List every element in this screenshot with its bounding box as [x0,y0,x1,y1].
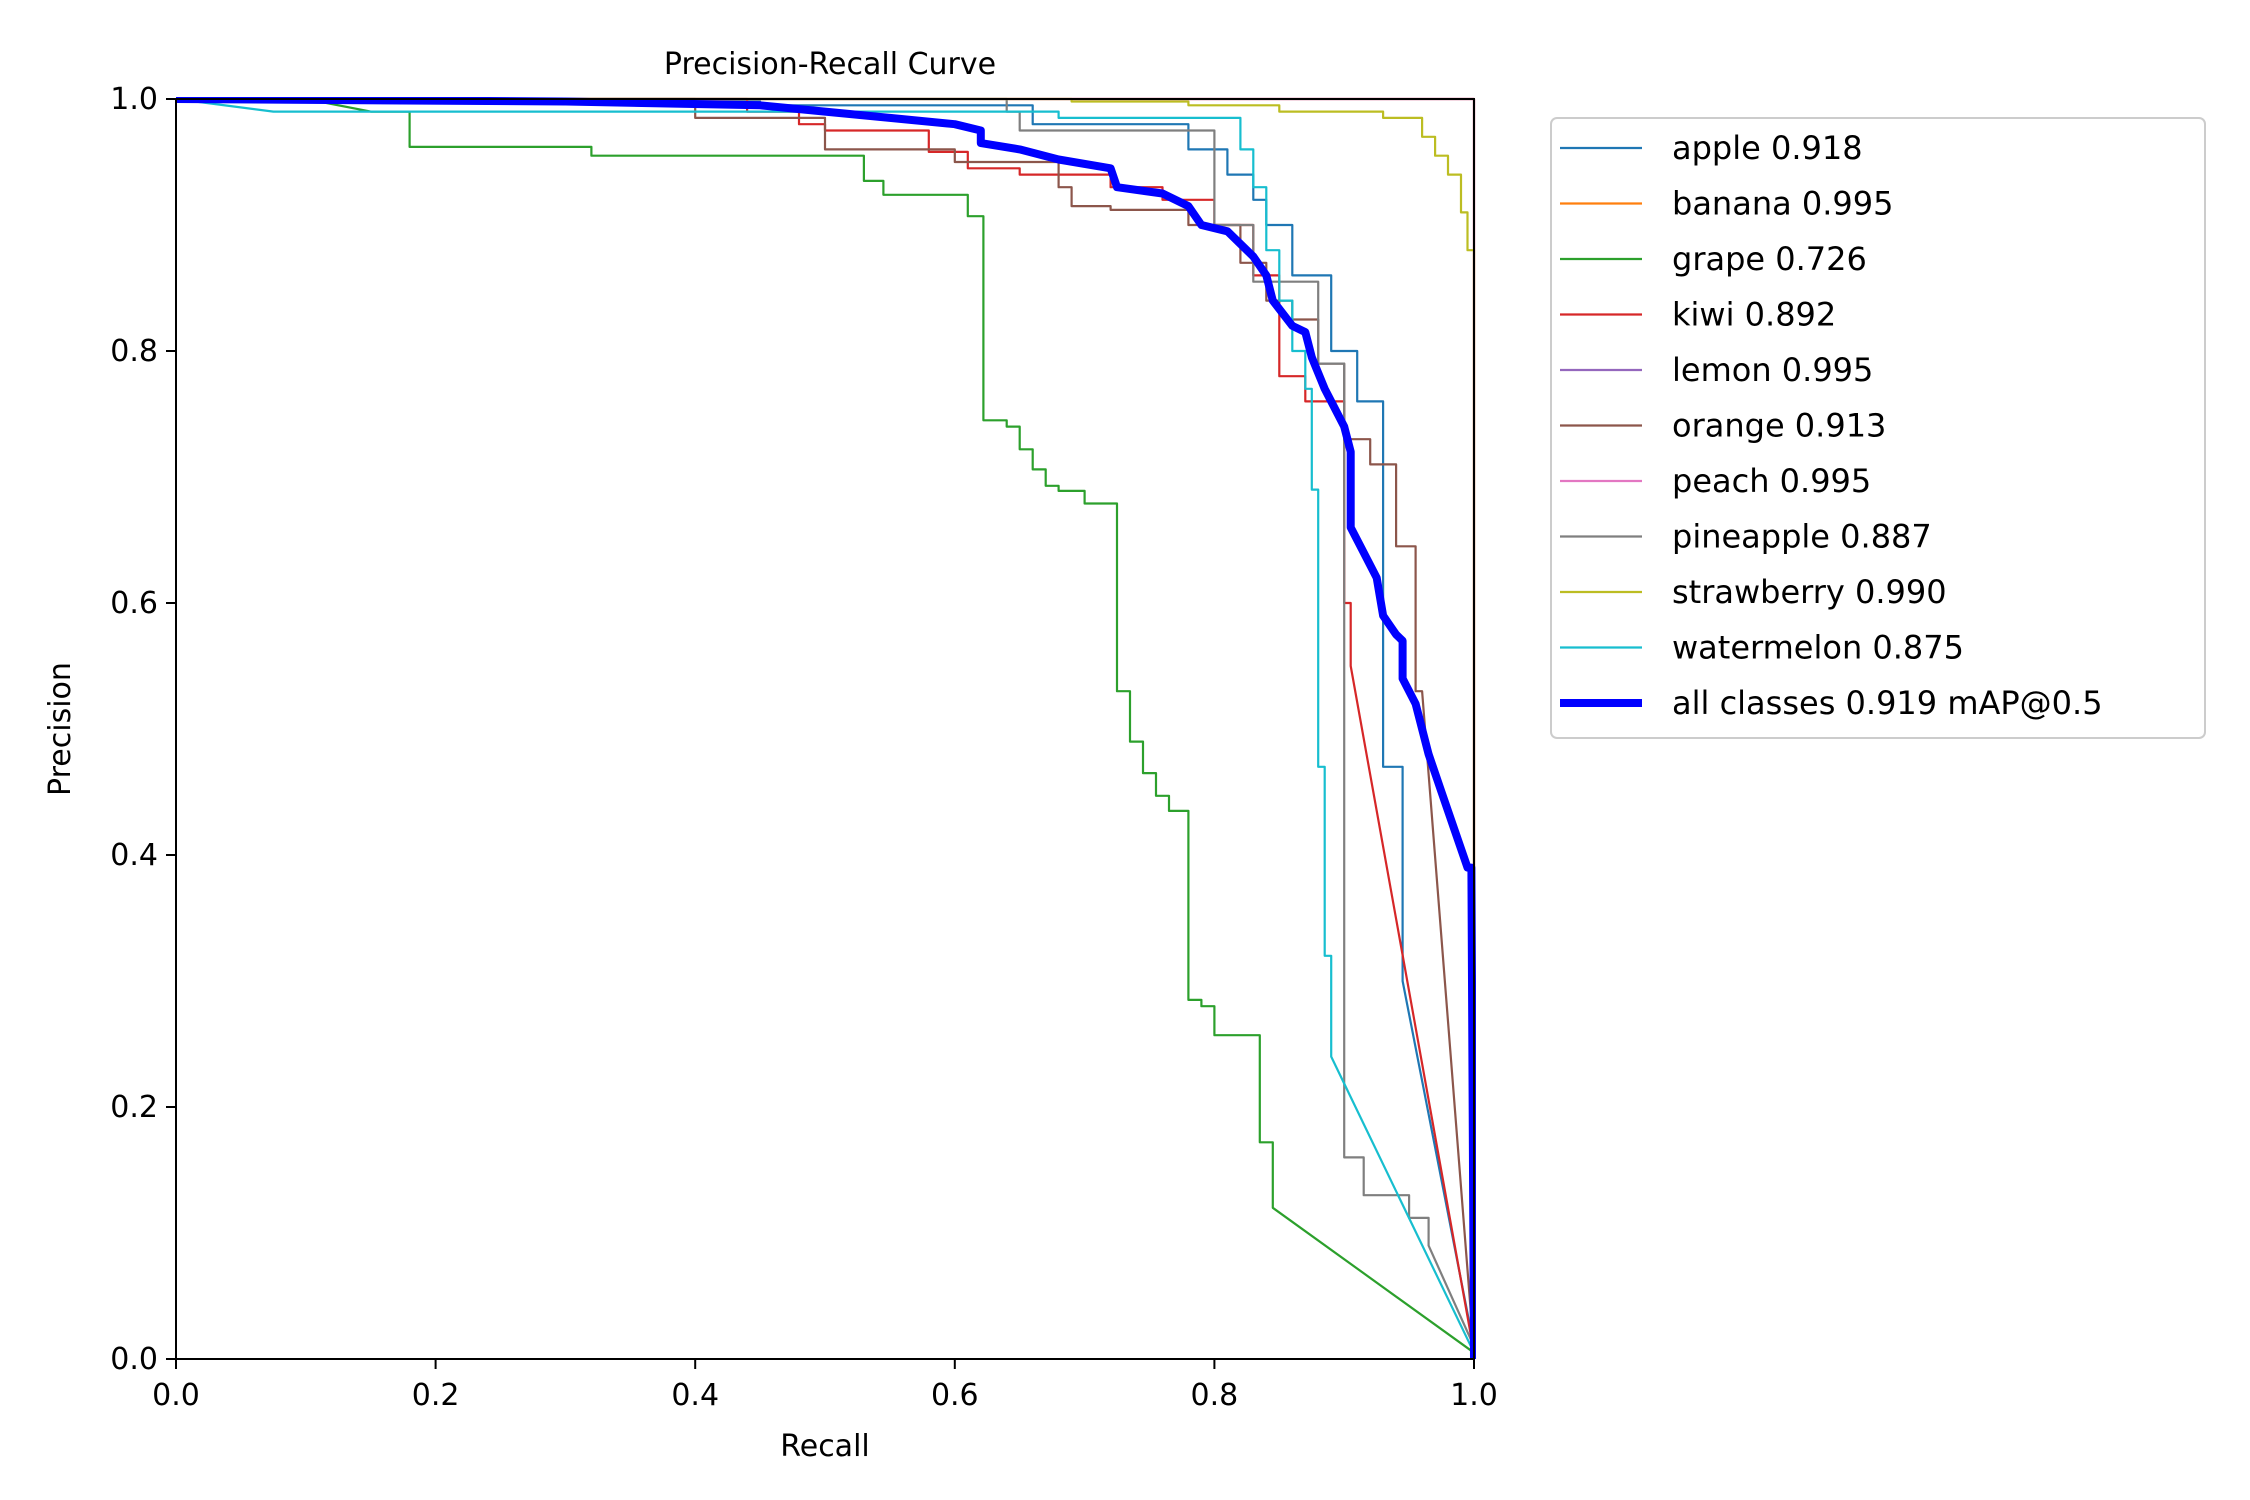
plot-frame [175,98,1475,1360]
series-line-strawberry [176,97,1476,1359]
legend-label-strawberry: strawberry 0.990 [1672,573,1947,611]
x-axis: 0.0 0.2 0.4 0.6 0.8 1.0 [152,1359,1498,1413]
series-line-all [175,97,1476,1360]
plot-area [175,97,1476,1360]
series-line-grape [176,97,1475,1354]
legend-label-kiwi: kiwi 0.892 [1672,296,1836,334]
y-tick-label: 0.8 [110,334,158,369]
x-tick-label: 0.8 [1191,1378,1239,1413]
y-tick-label: 0.0 [110,1342,158,1377]
y-axis: 0.0 0.2 0.4 0.6 0.8 1.0 [110,82,176,1377]
legend-label-pineapple: pineapple 0.887 [1672,518,1932,556]
series-line-apple [176,97,1476,1347]
series-line-watermelon [175,97,1475,1354]
legend-label-lemon: lemon 0.995 [1672,351,1873,389]
y-tick-label: 0.6 [110,586,158,621]
legend-label-peach: peach 0.995 [1672,462,1871,500]
x-tick-label: 1.0 [1450,1378,1498,1413]
legend-label-all: all classes 0.919 mAP@0.5 [1672,684,2103,722]
series-line-orange [176,97,1476,1353]
x-tick-label: 0.0 [152,1378,200,1413]
legend-label-grape: grape 0.726 [1672,240,1867,278]
x-tick-label: 0.4 [671,1378,719,1413]
y-tick-label: 0.2 [110,1090,158,1125]
legend: apple 0.918 banana 0.995 grape 0.726 kiwi 0… [1550,117,2206,739]
x-tick-label: 0.6 [931,1378,979,1413]
x-tick-label: 0.2 [412,1378,460,1413]
legend-label-orange: orange 0.913 [1672,407,1886,445]
y-tick-label: 1.0 [110,82,158,117]
x-axis-label: Recall [780,1429,870,1464]
y-tick-label: 0.4 [110,838,158,873]
legend-label-banana: banana 0.995 [1672,185,1893,223]
y-axis-label: Precision [43,662,78,796]
series-line-pineapple [176,97,1476,1347]
legend-label-apple: apple 0.918 [1672,129,1863,167]
chart-title: Precision-Recall Curve [664,47,996,82]
legend-label-watermelon: watermelon 0.875 [1672,629,1964,667]
legend-frame [1550,117,2206,739]
